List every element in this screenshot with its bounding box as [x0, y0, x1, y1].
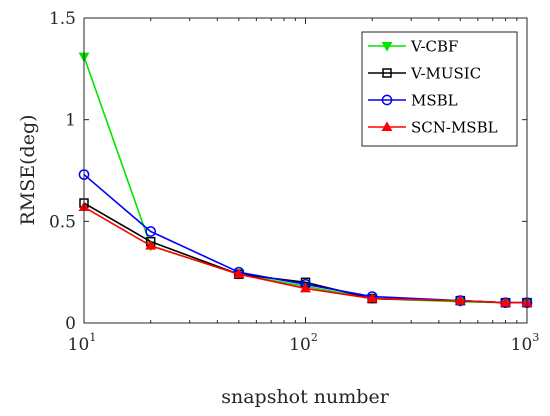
series-scn-msbl: [78, 201, 533, 307]
legend-marker-v-cbf: [381, 42, 393, 52]
y-axis-label: RMSE(deg): [17, 114, 39, 225]
data-point-msbl: [145, 226, 157, 237]
data-point-scn-msbl: [454, 295, 466, 305]
x-tick-label: 102: [289, 331, 318, 355]
data-point-scn-msbl: [145, 240, 157, 250]
legend-label-scn-msbl: SCN-MSBL: [411, 119, 498, 137]
legend-marker-scn-msbl: [381, 121, 393, 131]
legend-entry-scn-msbl: SCN-MSBL: [368, 119, 498, 137]
legend: V-CBF V-MUSIC MSBL SCN-MSBL: [361, 31, 518, 147]
ticks-layer: 0 0.5 1 1.5 101 102 103: [49, 9, 539, 355]
legend-marker-v-music: [382, 68, 392, 78]
legend-entry-v-cbf: V-CBF: [368, 38, 458, 56]
data-point-scn-msbl: [300, 282, 311, 293]
legend-label-v-music: V-MUSIC: [410, 65, 481, 83]
legend-label-msbl: MSBL: [411, 92, 458, 110]
series-line-scn-msbl: [83, 206, 527, 304]
y-tick-label: 0.5: [49, 212, 76, 232]
x-axis-label: snapshot number: [221, 386, 389, 408]
data-point-scn-msbl: [366, 292, 378, 303]
legend-marker-msbl: [381, 94, 393, 106]
x-tick-label: 101: [68, 331, 97, 355]
legend-label-v-cbf: V-CBF: [410, 38, 458, 56]
data-point-scn-msbl: [500, 297, 511, 307]
y-tick-label: 1: [65, 111, 76, 131]
data-point-scn-msbl: [233, 268, 245, 279]
x-tick-label: 103: [511, 331, 540, 355]
legend-entry-v-music: V-MUSIC: [368, 65, 481, 83]
y-tick-label: 1.5: [49, 9, 76, 29]
series-layer: [78, 52, 533, 309]
y-tick-label: 0: [65, 314, 76, 334]
legend-entry-msbl: MSBL: [368, 92, 458, 110]
